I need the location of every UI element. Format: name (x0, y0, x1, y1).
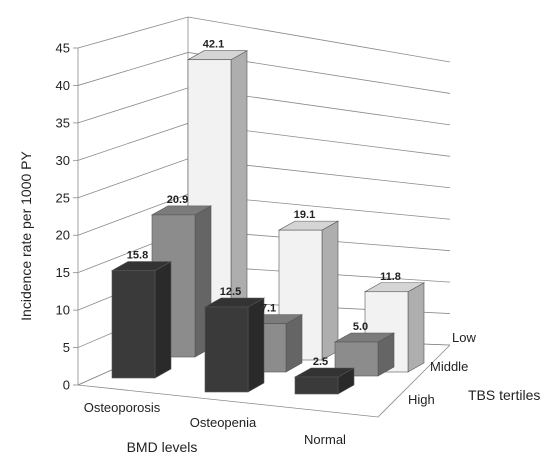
z-axis-title: TBS tertiles (468, 387, 540, 403)
value-label: 19.1 (294, 209, 315, 221)
value-label: 11.8 (380, 271, 401, 283)
value-label: 15.8 (127, 250, 148, 262)
x-tick-osteoporosis: Osteoporosis (84, 400, 161, 415)
y-tick-label: 15 (56, 265, 70, 280)
y-axis-title: Incidence rate per 1000 PY (18, 151, 34, 321)
z-tick-high: High (408, 392, 435, 407)
x-axis-title: BMD levels (127, 439, 198, 455)
floor-front-edge (77, 344, 451, 418)
y-tick-label: 25 (56, 190, 70, 205)
y-tick-label: 0 (63, 378, 70, 393)
gridline (77, 52, 451, 94)
value-label: 5.0 (353, 321, 368, 333)
value-label: 12.5 (220, 286, 241, 298)
y-tick-label: 45 (56, 41, 70, 56)
z-tick-low: Low (452, 330, 476, 345)
bar-high-osteoporosis (110, 261, 173, 379)
gridline (77, 158, 451, 199)
bar-high-normal (293, 367, 356, 395)
y-tick-labels: 0 5 10 15 20 25 30 35 40 45 (56, 41, 70, 393)
y-tick-label: 30 (56, 153, 70, 168)
x-tick-osteopenia: Osteopenia (190, 415, 257, 430)
bar-high-osteopenia (203, 297, 266, 393)
bars (110, 50, 426, 395)
value-label: 7.1 (261, 303, 276, 315)
x-tick-normal: Normal (304, 432, 346, 447)
value-label: 42.1 (203, 39, 224, 51)
gridline (77, 87, 451, 126)
gridline (77, 193, 451, 236)
value-label: 2.5 (313, 356, 328, 368)
gridline (77, 16, 451, 63)
y-tick-label: 20 (56, 228, 70, 243)
y-tick-label: 5 (63, 340, 70, 355)
z-tick-middle: Middle (430, 359, 468, 374)
y-tick-label: 10 (56, 303, 70, 318)
y-tick-label: 40 (56, 78, 70, 93)
value-labels: 42.1 19.1 11.8 20.9 7.1 5.0 15.8 12.5 2.5 (127, 39, 401, 368)
gridline (77, 122, 451, 161)
value-label: 20.9 (167, 194, 188, 206)
y-tick-label: 35 (56, 115, 70, 130)
